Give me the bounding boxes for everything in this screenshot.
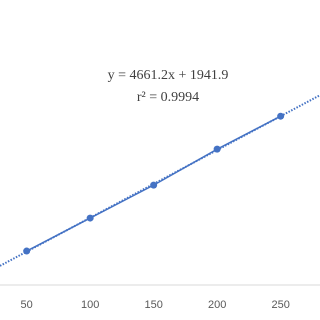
data-point <box>150 181 158 189</box>
x-tick-label: 100 <box>81 299 99 311</box>
equation: y = 4661.2x + 1941.9 <box>108 68 229 83</box>
data-point <box>23 247 31 255</box>
data-point <box>277 112 285 120</box>
x-tick-label: 150 <box>144 299 162 311</box>
x-tick-label: 200 <box>208 299 226 311</box>
data-point <box>86 214 94 222</box>
x-tick-label: 250 <box>271 299 289 311</box>
r-squared: r² = 0.9994 <box>137 90 199 105</box>
data-point <box>213 145 221 153</box>
x-tick-label: 50 <box>21 299 33 311</box>
